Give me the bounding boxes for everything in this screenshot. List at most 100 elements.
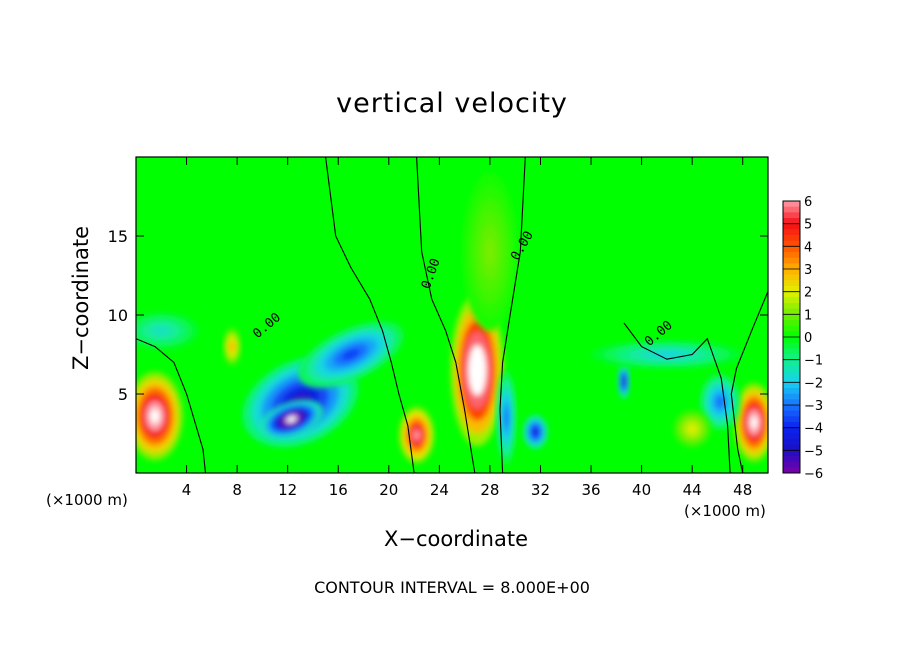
x-unit-label-left: (×1000 m): [46, 491, 128, 509]
colorbar-swatch: [783, 422, 800, 429]
x-tick-label: 20: [379, 481, 398, 499]
x-axis: 4 8 12 16 20 24 28 32 36 40 44 48: [182, 157, 752, 499]
y-tick-label: 15: [108, 227, 128, 246]
field-blob: [472, 357, 482, 383]
colorbar-swatch: [783, 348, 800, 355]
colorbar-swatch: [783, 365, 800, 372]
x-tick-label: 40: [632, 481, 651, 499]
x-tick-label: 8: [232, 481, 242, 499]
colorbar-tick-label: −5: [804, 444, 823, 459]
colorbar-swatch: [783, 416, 800, 423]
zero-contour: [136, 338, 207, 473]
colorbar-swatch: [783, 337, 800, 344]
colorbar-swatch: [783, 376, 800, 383]
y-tick-label: 5: [118, 385, 128, 404]
colorbar-swatch: [783, 303, 800, 310]
colorbar-swatch: [783, 382, 800, 389]
field-blob: [716, 397, 724, 407]
colorbar-swatch: [783, 427, 800, 434]
colorbar-swatch: [783, 354, 800, 361]
contour-interval-note: CONTOUR INTERVAL = 8.000E+00: [314, 578, 590, 597]
field-blob: [533, 429, 538, 435]
colorbar-swatch: [783, 252, 800, 259]
zero-contour: [416, 157, 476, 473]
colorbar-swatch: [783, 201, 800, 208]
x-tick-label: 48: [733, 481, 752, 499]
colorbar-swatch: [783, 280, 800, 287]
colorbar-swatch: [783, 274, 800, 281]
colorbar-swatch: [783, 291, 800, 298]
field-blob: [750, 415, 758, 430]
colorbar-swatch: [783, 342, 800, 349]
y-tick-label: 10: [108, 306, 128, 325]
x-tick-label: 4: [182, 481, 192, 499]
y-axis-label: Z−coordinate: [69, 226, 93, 370]
colorbar-tick-label: −3: [804, 399, 823, 414]
x-tick-label: 24: [430, 481, 449, 499]
zero-contour: [325, 157, 415, 473]
colorbar-swatch: [783, 320, 800, 327]
colorbar-tick-label: 6: [804, 195, 812, 210]
field-blob: [622, 378, 625, 385]
colorbar-tick-label: 1: [804, 308, 812, 323]
colorbar-swatch: [783, 297, 800, 304]
colorbar-swatch: [783, 269, 800, 276]
colorbar-swatch: [783, 257, 800, 264]
colorbar-swatch: [783, 229, 800, 236]
x-axis-label: X−coordinate: [384, 527, 528, 551]
colorbar: 6 5 4 3 2 1 0 −1 −2 −3 −4 −5 −6: [782, 195, 823, 482]
field-blob: [342, 348, 360, 361]
colorbar-swatch: [783, 246, 800, 253]
colorbar-swatch: [783, 444, 800, 451]
field-blob: [150, 408, 160, 424]
colorbar-swatch: [783, 410, 800, 417]
colorbar-swatch: [783, 263, 800, 270]
field-blob: [689, 425, 696, 432]
x-tick-label: 28: [480, 481, 499, 499]
colorbar-swatch: [783, 325, 800, 332]
x-tick-label: 16: [329, 481, 348, 499]
colorbar-tick-label: 0: [804, 331, 812, 346]
colorbar-tick-label: 5: [804, 218, 812, 233]
colorbar-swatch: [783, 393, 800, 400]
colorbar-swatch: [783, 433, 800, 440]
colorbar-swatch: [783, 235, 800, 242]
field-blob: [504, 409, 509, 426]
x-tick-label: 36: [581, 481, 600, 499]
colorbar-tick-label: −2: [804, 376, 823, 391]
colorbar-swatch: [783, 450, 800, 457]
colorbar-swatch: [783, 388, 800, 395]
x-unit-label-right: (×1000 m): [684, 502, 766, 520]
field-blob: [413, 430, 420, 440]
colorbar-tick-label: 3: [804, 263, 812, 278]
zero-contour: [730, 291, 768, 473]
colorbar-swatch: [783, 371, 800, 378]
colorbar-swatch: [783, 206, 800, 213]
colorbar-swatch: [783, 308, 800, 315]
colorbar-tick-label: −1: [804, 354, 823, 369]
field-blob: [154, 327, 168, 334]
colorbar-swatch: [783, 405, 800, 412]
chart-title: vertical velocity: [336, 88, 568, 119]
colorbar-tick-label: 4: [804, 240, 812, 255]
colorbar-swatch: [783, 314, 800, 321]
field-blob: [230, 343, 234, 350]
colorbar-swatch: [783, 461, 800, 468]
colorbar-swatch: [783, 223, 800, 230]
x-tick-label: 44: [683, 481, 702, 499]
colorbar-swatch: [783, 439, 800, 446]
colorbar-swatch: [783, 212, 800, 219]
field-blob: [286, 415, 297, 423]
colorbar-swatch: [783, 456, 800, 463]
colorbar-tick-label: −6: [804, 467, 823, 482]
zero-contour: [499, 157, 526, 473]
x-tick-label: 12: [278, 481, 297, 499]
field-blob: [485, 238, 495, 265]
colorbar-swatch: [783, 218, 800, 225]
colorbar-swatch: [783, 467, 800, 474]
colorbar-tick-label: 2: [804, 286, 812, 301]
velocity-field: [136, 157, 768, 473]
colorbar-swatch: [783, 240, 800, 247]
x-tick-label: 32: [531, 481, 550, 499]
colorbar-swatch: [783, 399, 800, 406]
